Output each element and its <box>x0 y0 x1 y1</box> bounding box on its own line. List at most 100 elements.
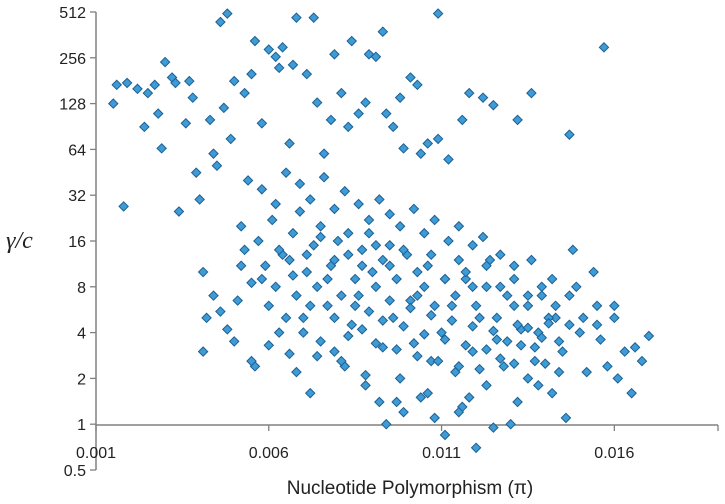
data-point <box>342 121 354 133</box>
data-point <box>498 361 510 372</box>
data-point <box>311 281 323 293</box>
x-tick-label: 0.001 <box>76 445 116 462</box>
data-point <box>494 249 506 261</box>
data-point <box>232 295 243 306</box>
data-point <box>356 260 368 272</box>
data-point <box>612 373 624 384</box>
data-point <box>280 312 292 324</box>
data-point <box>273 327 285 338</box>
data-point <box>225 133 237 145</box>
y-ticks: 0.5 1 2 4 8 16 32 64 128 256 512 <box>59 5 96 480</box>
data-point <box>398 320 409 332</box>
data-point <box>287 59 299 71</box>
data-point <box>315 231 326 243</box>
data-point <box>429 300 440 312</box>
data-point <box>391 273 402 285</box>
data-point <box>577 312 589 324</box>
data-point <box>156 143 167 154</box>
data-point <box>346 319 358 331</box>
data-point <box>636 355 648 367</box>
data-point <box>446 315 458 326</box>
data-point <box>301 249 313 261</box>
data-point <box>481 344 492 355</box>
data-point <box>439 429 451 441</box>
data-point <box>398 143 409 154</box>
data-point <box>429 412 440 424</box>
data-point <box>526 87 537 99</box>
data-point <box>412 266 423 278</box>
y-tick-label: 512 <box>59 5 86 22</box>
data-point <box>304 194 316 205</box>
data-point <box>329 203 340 215</box>
data-point <box>152 108 164 119</box>
data-point <box>467 320 478 332</box>
data-point <box>208 290 219 301</box>
data-point <box>370 281 382 293</box>
data-point <box>481 260 492 272</box>
data-point <box>360 369 371 381</box>
data-point <box>491 312 503 324</box>
data-point <box>512 114 523 126</box>
data-point <box>183 75 195 87</box>
data-point <box>336 355 347 367</box>
data-point <box>443 154 454 165</box>
data-point <box>619 346 631 357</box>
data-point <box>581 366 592 378</box>
data-point <box>460 273 472 285</box>
data-point <box>564 319 575 331</box>
data-point <box>287 227 299 239</box>
data-point <box>415 392 427 403</box>
data-point <box>315 220 326 232</box>
data-point <box>477 92 489 103</box>
data-point <box>453 361 465 372</box>
data-point <box>536 332 548 344</box>
data-point <box>370 51 382 63</box>
y-tick-label: 64 <box>68 142 86 159</box>
data-point <box>249 35 261 47</box>
data-point <box>494 281 506 293</box>
data-point <box>377 315 389 326</box>
data-point <box>394 220 406 232</box>
y-tick-label: 8 <box>77 280 86 297</box>
data-point <box>228 75 240 87</box>
data-point <box>277 42 288 53</box>
data-point <box>415 148 427 159</box>
data-point <box>453 254 465 266</box>
data-point <box>443 235 454 247</box>
data-point <box>488 422 499 433</box>
y-tick-label: 128 <box>59 97 86 114</box>
data-point <box>529 342 541 353</box>
data-point <box>270 51 281 63</box>
data-point <box>349 300 361 312</box>
x-tick-label: 0.016 <box>594 445 634 462</box>
x-ticks: 0.001 0.006 0.011 0.016 <box>76 425 719 462</box>
data-point <box>291 366 302 378</box>
data-point <box>412 350 423 362</box>
data-point <box>294 178 306 190</box>
data-point <box>263 44 275 55</box>
data-point <box>553 336 565 347</box>
data-point <box>215 306 226 317</box>
data-point <box>322 300 333 312</box>
data-point <box>439 273 451 285</box>
data-point <box>546 387 558 399</box>
data-point <box>287 270 299 281</box>
data-point <box>291 12 302 23</box>
data-point <box>260 260 271 272</box>
data-point <box>301 68 313 80</box>
data-point <box>228 336 240 347</box>
data-point <box>609 300 620 312</box>
data-point <box>208 148 219 159</box>
data-point <box>318 148 330 159</box>
data-point <box>508 300 520 312</box>
data-point <box>298 312 309 324</box>
data-point <box>380 108 392 119</box>
data-point <box>470 442 482 454</box>
data-point <box>218 102 230 114</box>
data-point <box>239 87 250 99</box>
data-point <box>394 92 406 103</box>
x-axis-title: Nucleotide Polymorphism (π) <box>287 478 533 499</box>
data-point <box>180 117 192 129</box>
data-point <box>467 239 478 251</box>
